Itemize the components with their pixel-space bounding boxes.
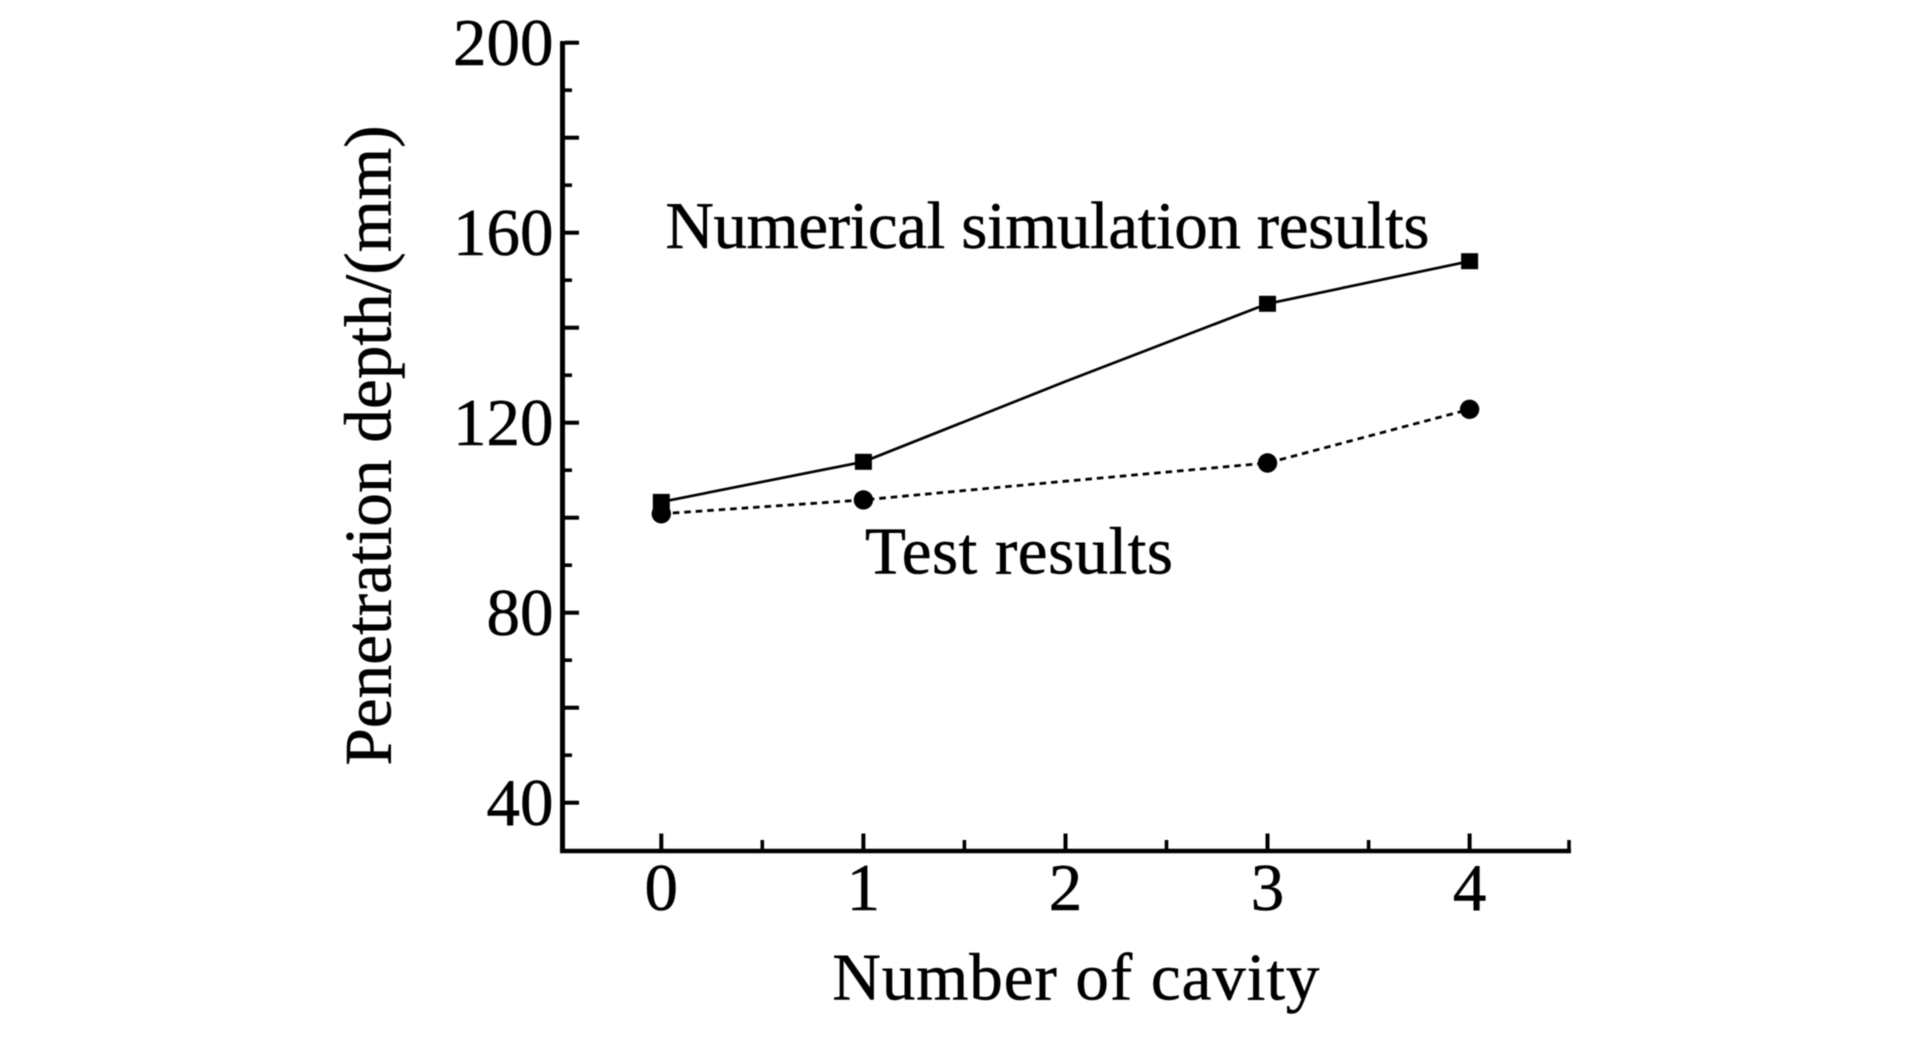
svg-text:200: 200 bbox=[453, 6, 554, 80]
svg-text:Penetration depth/(mm): Penetration depth/(mm) bbox=[332, 126, 406, 766]
svg-text:1: 1 bbox=[847, 851, 881, 925]
svg-text:2: 2 bbox=[1049, 851, 1083, 925]
svg-text:Number of cavity: Number of cavity bbox=[832, 941, 1320, 1015]
svg-text:0: 0 bbox=[645, 851, 679, 925]
svg-text:80: 80 bbox=[487, 576, 554, 650]
svg-text:Test results: Test results bbox=[865, 515, 1173, 589]
svg-text:Numerical simulation results: Numerical simulation results bbox=[666, 189, 1430, 263]
svg-text:4: 4 bbox=[1453, 851, 1487, 925]
svg-text:3: 3 bbox=[1251, 851, 1285, 925]
svg-text:40: 40 bbox=[487, 766, 554, 840]
svg-text:120: 120 bbox=[453, 386, 554, 460]
svg-text:160: 160 bbox=[453, 196, 554, 270]
